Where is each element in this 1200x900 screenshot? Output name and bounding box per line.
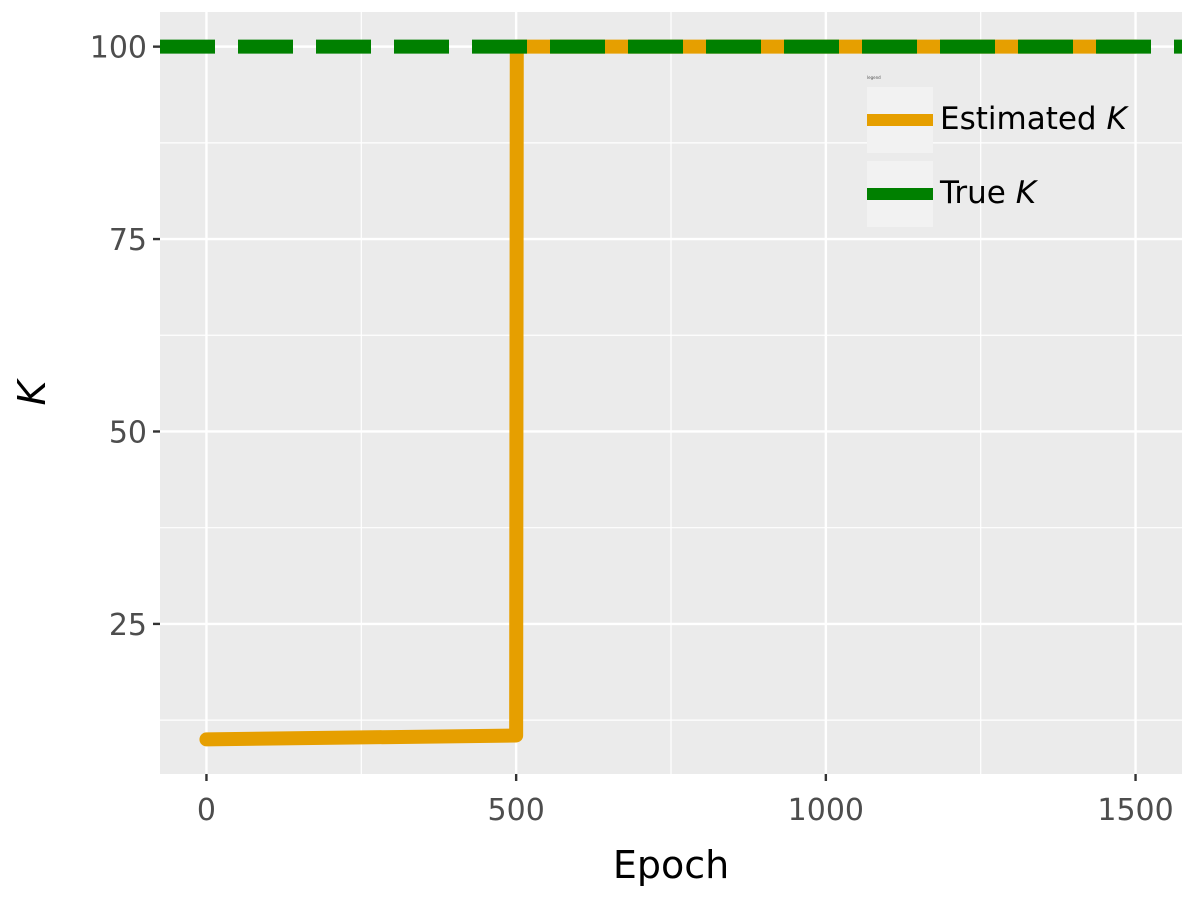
y-tick-label: 25 [109,608,147,643]
x-tick-label: 500 [488,793,545,828]
y-axis-title: K [10,377,54,405]
y-tick-label: 50 [109,415,147,450]
x-tick-label: 1000 [788,793,864,828]
legend-label-true: True K [939,175,1039,211]
y-tick-label: 75 [109,223,147,258]
legend-label-estimated: Estimated K [940,101,1129,137]
legend-title: legend [867,75,881,80]
x-tick-label: 1500 [1097,793,1173,828]
x-axis-title: Epoch [613,843,729,887]
y-tick-label: 100 [90,31,147,66]
x-tick-label: 0 [197,793,216,828]
